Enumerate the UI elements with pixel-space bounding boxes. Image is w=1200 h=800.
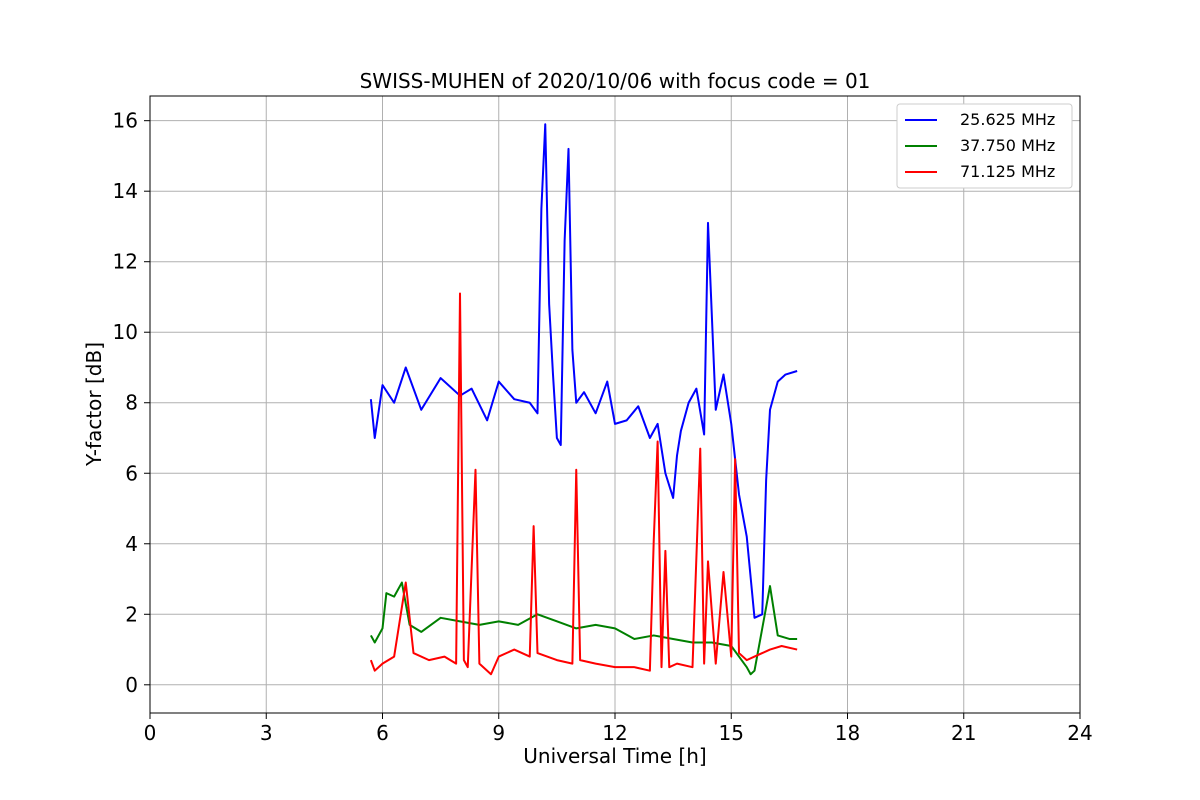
legend-label: 71.125 MHz	[960, 162, 1055, 181]
x-tick-label: 15	[719, 721, 744, 745]
y-tick-label: 12	[113, 250, 138, 274]
x-axis-ticks: 0 3 6 9 12 15 18 21 24	[144, 713, 1093, 745]
x-tick-label: 21	[951, 721, 976, 745]
y-tick-label: 8	[125, 391, 138, 415]
y-axis-label: Y-factor [dB]	[82, 342, 106, 467]
x-tick-label: 6	[376, 721, 389, 745]
x-tick-label: 3	[260, 721, 273, 745]
y-tick-label: 16	[113, 109, 138, 133]
series-71-125-mhz	[369, 292, 798, 676]
y-tick-label: 10	[113, 320, 138, 344]
x-tick-label: 9	[492, 721, 505, 745]
legend: 25.625 MHz 37.750 MHz 71.125 MHz	[896, 103, 1073, 189]
legend-label: 25.625 MHz	[960, 110, 1055, 129]
x-tick-label: 24	[1067, 721, 1092, 745]
legend-label: 37.750 MHz	[960, 136, 1055, 155]
legend-box	[896, 103, 1073, 189]
y-tick-label: 2	[125, 602, 138, 626]
y-tick-label: 14	[113, 179, 138, 203]
x-tick-label: 18	[835, 721, 860, 745]
y-tick-label: 4	[125, 532, 138, 556]
x-tick-label: 0	[144, 721, 157, 745]
x-tick-label: 12	[602, 721, 627, 745]
y-tick-label: 0	[125, 673, 138, 697]
series-line	[369, 292, 798, 676]
y-axis-ticks: 0 2 4 6 8 10 12 14 16	[113, 109, 150, 697]
legend-items: 25.625 MHz 37.750 MHz 71.125 MHz	[905, 110, 1055, 181]
chart-title: SWISS-MUHEN of 2020/10/06 with focus cod…	[360, 69, 871, 93]
series-layer	[369, 123, 798, 676]
y-tick-label: 6	[125, 461, 138, 485]
x-axis-label: Universal Time [h]	[523, 744, 706, 768]
